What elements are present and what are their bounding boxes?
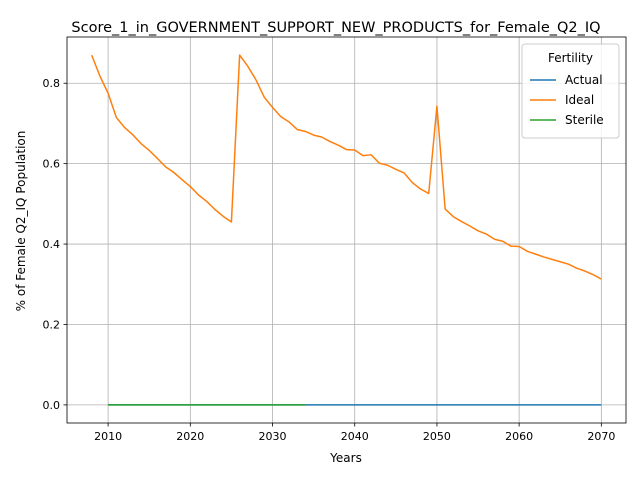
x-axis-label: Years xyxy=(329,451,362,465)
grid xyxy=(67,37,626,423)
legend-label: Actual xyxy=(565,73,603,87)
x-tick-label: 2050 xyxy=(423,430,451,443)
legend-label: Ideal xyxy=(565,93,594,107)
legend-label: Sterile xyxy=(565,113,604,127)
x-tick-label: 2040 xyxy=(341,430,369,443)
legend: Fertility Actual Ideal Sterile xyxy=(521,43,620,139)
plot-area-frame xyxy=(66,36,627,424)
y-axis-ticks: 0.0 0.2 0.4 0.6 0.8 xyxy=(43,77,67,412)
series-lines xyxy=(90,54,602,406)
chart-title: Score_1_in_GOVERNMENT_SUPPORT_NEW_PRODUC… xyxy=(71,20,600,36)
x-tick-label: 2030 xyxy=(259,430,287,443)
y-tick-label: 0.4 xyxy=(43,238,61,251)
legend-title: Fertility xyxy=(548,51,593,65)
y-tick-label: 0.2 xyxy=(43,318,61,331)
x-tick-label: 2010 xyxy=(94,430,122,443)
x-tick-label: 2070 xyxy=(587,430,615,443)
y-tick-label: 0.0 xyxy=(43,399,61,412)
series-line-ideal xyxy=(90,54,602,280)
y-axis-label: % of Female Q2_IQ Population xyxy=(14,131,28,312)
x-tick-label: 2060 xyxy=(505,430,533,443)
x-tick-label: 2020 xyxy=(176,430,204,443)
x-axis-ticks: 2010 2020 2030 2040 2050 2060 2070 xyxy=(94,423,615,443)
y-tick-label: 0.8 xyxy=(43,77,61,90)
legend-items: Actual Ideal Sterile xyxy=(530,73,604,127)
legend-box xyxy=(521,43,620,139)
y-tick-label: 0.6 xyxy=(43,158,61,171)
